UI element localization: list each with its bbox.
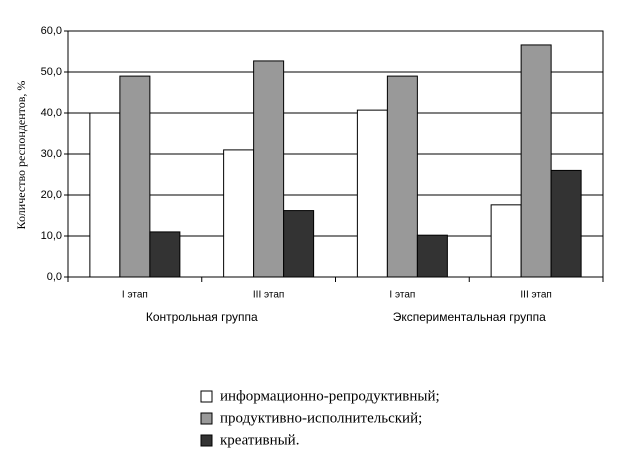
y-tick-label: 0,0 xyxy=(47,271,62,283)
legend-swatch xyxy=(200,434,213,447)
y-tick-label: 50,0 xyxy=(41,66,62,78)
x-tick-label: I этап xyxy=(122,290,148,301)
x-tick-label: III этап xyxy=(253,290,284,301)
bar xyxy=(119,75,151,278)
legend-label: продуктивно-исполнительский; xyxy=(220,410,422,426)
legend-label: информационно-репродуктивный; xyxy=(220,388,440,404)
bar xyxy=(416,234,448,278)
bar xyxy=(520,44,552,278)
group-label: Контрольная группа xyxy=(146,310,258,324)
bar xyxy=(89,112,121,278)
x-tick-label: I этап xyxy=(389,290,415,301)
y-tick-label: 60,0 xyxy=(41,25,62,37)
y-tick-label: 20,0 xyxy=(41,189,62,201)
bar xyxy=(149,231,181,278)
bar xyxy=(550,169,582,278)
legend-swatch xyxy=(200,390,213,403)
bar xyxy=(283,210,315,278)
bar xyxy=(386,75,418,278)
bar xyxy=(490,204,522,278)
y-tick-label: 30,0 xyxy=(41,148,62,160)
y-tick-label: 40,0 xyxy=(41,107,62,119)
bar xyxy=(253,60,285,278)
x-tick-label: III этап xyxy=(520,290,551,301)
legend-label: креативный. xyxy=(220,432,299,448)
legend-swatch xyxy=(200,412,213,425)
group-label: Экспериментальная группа xyxy=(393,310,546,324)
bar xyxy=(356,109,388,278)
y-tick-label: 10,0 xyxy=(41,230,62,242)
y-axis-label: Количество респондентов, % xyxy=(14,81,28,230)
bar xyxy=(223,149,255,278)
